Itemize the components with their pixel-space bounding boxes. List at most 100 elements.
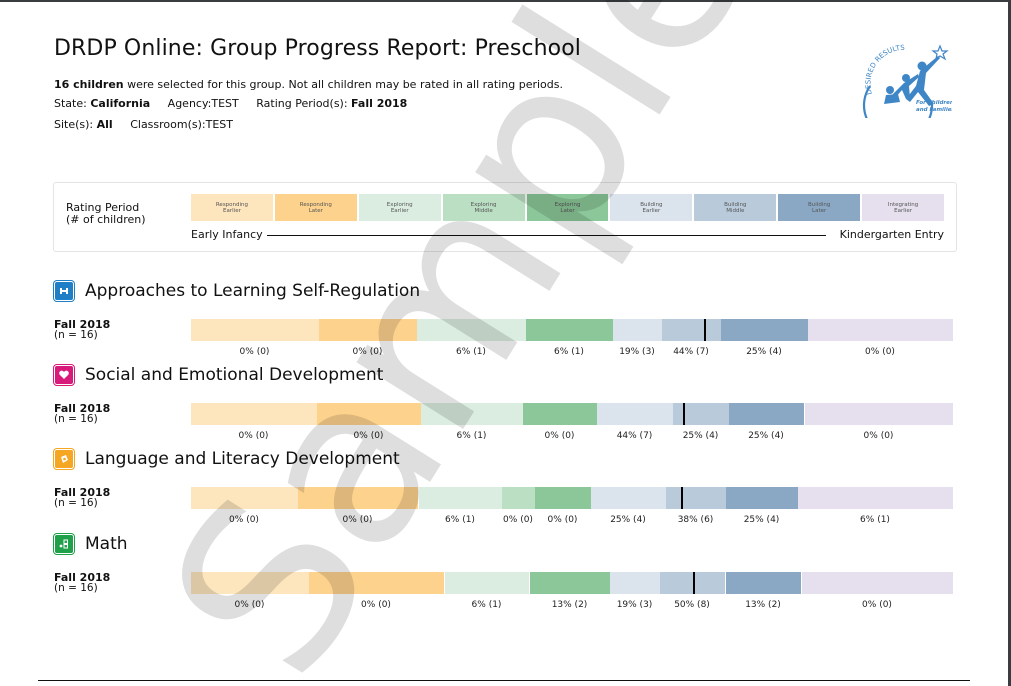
- row-count: (n = 16): [54, 582, 98, 594]
- legend-level-sub: Earlier: [223, 207, 241, 214]
- bar-segment-re: [191, 572, 309, 594]
- bar-segment-ee: [419, 487, 502, 509]
- bar-segment-ie: [798, 487, 953, 509]
- bar-segment-ie: [808, 319, 953, 341]
- segment-label: 25% (4): [610, 515, 646, 525]
- agency-label: Agency:: [167, 97, 212, 110]
- segment-label: 0% (0): [863, 431, 894, 441]
- rating-period-value: Fall 2018: [351, 97, 408, 110]
- legend-level-em: Exploring Middle: [442, 194, 525, 221]
- segment-label: 25% (4): [746, 347, 782, 357]
- legend-level-sub: Later: [308, 207, 323, 214]
- children-sentence: were selected for this group. Not all ch…: [123, 78, 563, 91]
- section-title-text: Math: [85, 534, 128, 554]
- legend-level-ie: Integrating Earlier: [862, 194, 945, 221]
- median-marker: [693, 572, 695, 594]
- rating-period-row-label: Fall 2018 (n = 16): [54, 403, 110, 425]
- footer-rule: [38, 680, 970, 681]
- row-period: Fall 2018: [54, 402, 111, 415]
- bar-segment-rl: [319, 319, 417, 341]
- section-title: Language and Literacy Development: [54, 449, 400, 469]
- bar-segment-bl: [729, 403, 804, 425]
- bar-segment-em: [502, 487, 535, 509]
- sites-label: Site(s):: [54, 118, 97, 131]
- bar-segment-el: [535, 487, 591, 509]
- legend-level-el: Exploring Later: [526, 194, 609, 221]
- bar-segment-re: [191, 319, 319, 341]
- math-blocks-icon: [54, 534, 74, 554]
- row-count: (n = 16): [54, 329, 98, 341]
- legend-level-name: Building: [724, 201, 747, 208]
- logo-tagline-1: For Children: [916, 100, 952, 106]
- bar-segment-bm: [660, 572, 725, 594]
- segment-label: 0% (0): [238, 431, 269, 441]
- progress-distribution-bar: 0% (0) 0% (0) 6% (1) 0% (0) 44% (7) 25% (4) 25…: [191, 403, 953, 441]
- legend-level-be: Building Earlier: [610, 194, 693, 221]
- segment-label: 13% (2): [745, 600, 781, 610]
- bar-segment-ee: [421, 403, 523, 425]
- legend-level-sub: Earlier: [642, 207, 661, 214]
- row-count: (n = 16): [54, 413, 98, 425]
- legend-start-label: Early Infancy: [191, 228, 263, 241]
- logo-circle: [862, 85, 934, 118]
- bar-segment-bm: [662, 319, 721, 341]
- section-title: Math: [54, 534, 128, 554]
- state-value: California: [90, 97, 151, 110]
- rating-period-label: Rating Period(s):: [256, 97, 352, 110]
- bar-segment-el: [523, 403, 597, 425]
- star-icon: [931, 44, 949, 61]
- row-period: Fall 2018: [54, 571, 111, 584]
- legend-level-re: Responding Earlier: [191, 194, 273, 221]
- page-top-edge: [0, 0, 1011, 2]
- row-count: (n = 16): [54, 497, 98, 509]
- segment-label: 6% (1): [456, 431, 487, 441]
- bar-segment-rl: [298, 487, 418, 509]
- segment-label: 0% (0): [361, 600, 391, 610]
- bar-segment-be: [597, 403, 673, 425]
- legend-axis: Early Infancy Kindergarten Entry: [191, 228, 944, 242]
- section-title: Social and Emotional Development: [54, 365, 383, 385]
- bar-segment-rl: [309, 572, 444, 594]
- bar-segment-be: [591, 487, 666, 509]
- median-marker: [681, 487, 683, 509]
- bar-segment-be: [610, 572, 660, 594]
- legend-level-ee: Exploring Earlier: [358, 194, 441, 221]
- progress-distribution-bar: 0% (0) 0% (0) 6% (1) 0% (0) 0% (0) 25% (4) 38%…: [191, 487, 953, 525]
- legend-label: Rating Period (# of children): [66, 202, 146, 226]
- heart-icon: [54, 365, 74, 385]
- segment-label: 0% (0): [865, 347, 895, 357]
- bar-segment-ee: [417, 319, 526, 341]
- bar-segment-re: [191, 487, 298, 509]
- section-title-text: Approaches to Learning Self-Regulation: [85, 281, 421, 301]
- segment-label: 50% (8): [674, 600, 710, 610]
- legend-level-name: Responding: [215, 201, 249, 208]
- legend-level-bm: Building Middle: [694, 194, 777, 221]
- report-title: DRDP Online: Group Progress Report: Pres…: [54, 36, 581, 61]
- segment-label: 6% (1): [860, 515, 890, 525]
- legend-label-line2: (# of children): [66, 213, 146, 226]
- median-marker: [704, 319, 706, 341]
- desired-results-logo: DESIRED RESULTS For Children and Familie…: [862, 44, 952, 118]
- logo-arc-text: DESIRED RESULTS: [864, 44, 905, 96]
- bar-segment-ee: [445, 572, 529, 594]
- state-label: State:: [54, 97, 91, 110]
- section-title-text: Language and Literacy Development: [85, 449, 400, 469]
- segment-label: 13% (2): [551, 600, 588, 610]
- bar-segment-bm: [666, 487, 726, 509]
- segment-label: 0% (0): [342, 515, 373, 525]
- segment-label: 0% (0): [503, 515, 533, 525]
- legend-level-name: Building: [808, 201, 831, 208]
- legend-level-name: Exploring: [470, 201, 497, 208]
- segment-label: 6% (1): [456, 347, 486, 357]
- bar-segment-ie: [805, 403, 953, 425]
- progress-distribution-bar: 0% (0) 0% (0) 6% (1) 13% (2) 19% (3) 50% (8) 1…: [191, 572, 953, 610]
- segment-label: 25% (4): [743, 515, 780, 525]
- bar-segment-el: [526, 319, 613, 341]
- book-icon: [54, 449, 74, 469]
- segment-label: 0% (0): [544, 431, 575, 441]
- legend-level-sub: Middle: [474, 207, 493, 214]
- legend-level-name: Exploring: [554, 201, 581, 208]
- children-count: 16 children: [54, 78, 124, 91]
- progress-distribution-bar: 0% (0) 0% (0) 6% (1) 6% (1) 19% (3) 44% (7) 25…: [191, 319, 953, 357]
- rating-period-row-label: Fall 2018 (n = 16): [54, 572, 110, 594]
